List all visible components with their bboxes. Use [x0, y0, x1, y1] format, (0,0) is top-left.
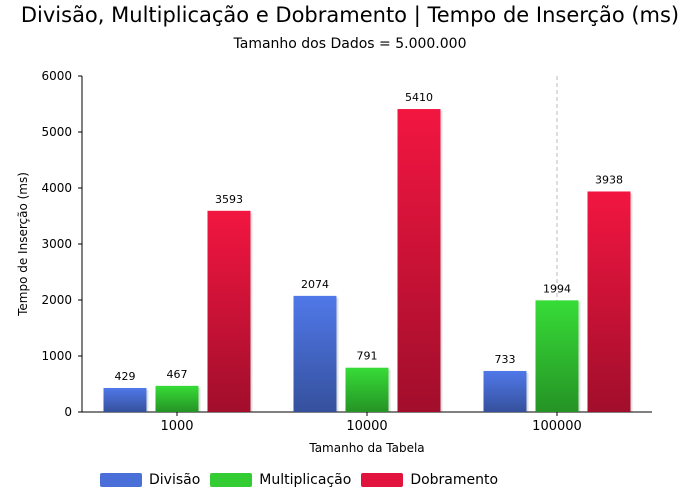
data-label: 3593	[215, 193, 243, 206]
legend-swatch	[100, 473, 142, 487]
legend-item[interactable]: Divisão	[100, 472, 200, 488]
bar	[587, 191, 631, 412]
legend-item[interactable]: Dobramento	[361, 472, 498, 488]
legend-item[interactable]: Multiplicação	[210, 472, 351, 488]
y-tick-label: 5000	[41, 125, 72, 139]
chart-subtitle: Tamanho dos Dados = 5.000.000	[233, 36, 467, 52]
data-label: 2074	[301, 278, 329, 291]
y-tick-label: 1000	[41, 349, 72, 363]
data-label: 3938	[595, 173, 623, 186]
x-tick-label: 10000	[346, 419, 387, 434]
legend-swatch	[210, 473, 253, 487]
bar	[397, 109, 441, 412]
data-label: 5410	[405, 91, 433, 104]
bar	[345, 367, 389, 412]
data-label: 733	[495, 353, 516, 366]
y-axis-label: Tempo de Inserção (ms)	[16, 172, 30, 317]
y-tick-label: 3000	[41, 237, 72, 251]
data-label: 1994	[543, 282, 571, 295]
x-axis-label: Tamanho da Tabela	[308, 441, 424, 455]
data-label: 429	[115, 370, 136, 383]
x-tick-label: 1000	[160, 419, 193, 434]
x-tick-label: 100000	[532, 419, 582, 434]
legend: Divisão Multiplicação Dobramento	[100, 470, 508, 490]
legend-label: Dobramento	[410, 472, 499, 488]
bar	[103, 387, 147, 412]
bar	[155, 385, 199, 412]
legend-label: Multiplicação	[259, 472, 352, 488]
legend-swatch	[361, 473, 404, 487]
legend-label: Divisão	[149, 472, 201, 488]
bar	[293, 295, 337, 412]
y-tick-label: 0	[64, 405, 72, 419]
data-label: 467	[167, 368, 188, 381]
y-tick-label: 4000	[41, 181, 72, 195]
y-tick-label: 6000	[41, 69, 72, 83]
chart-title: Divisão, Multiplicação e Dobramento | Te…	[20, 3, 680, 27]
bar	[535, 300, 579, 412]
y-tick-label: 2000	[41, 293, 72, 307]
bar	[483, 370, 527, 412]
bar	[207, 210, 251, 412]
data-label: 791	[357, 350, 378, 363]
